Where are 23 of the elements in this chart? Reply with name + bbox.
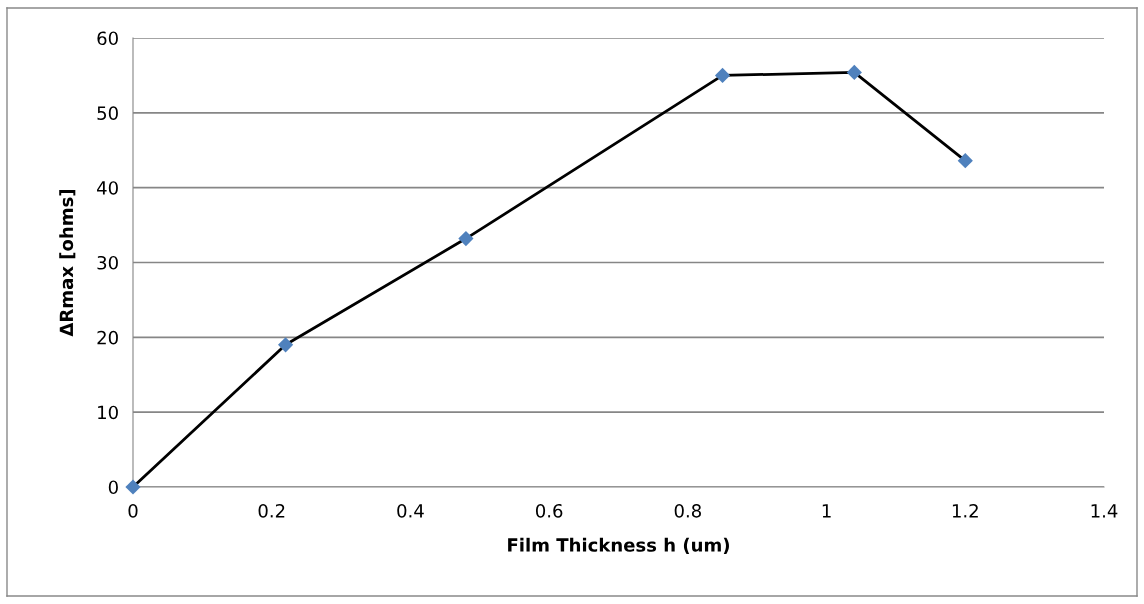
x-tick-label: 0.8 (674, 503, 701, 518)
y-tick-label: 20 (97, 330, 118, 345)
x-tick-label: 1.2 (952, 503, 978, 518)
y-tick-label: 50 (97, 106, 118, 120)
y-tick-label: 30 (97, 255, 118, 270)
x-tick-label: 0.6 (535, 503, 563, 518)
point (277, 337, 294, 353)
y-tick-label: 10 (98, 405, 118, 420)
y-tick-label: 60 (97, 31, 118, 46)
y-tick-label: 0 (108, 480, 118, 495)
point (714, 67, 731, 84)
x-tick-label: 0 (128, 503, 138, 518)
x-tick-label: 1.4 (1091, 504, 1118, 518)
point (957, 153, 973, 169)
y-tick-label: 40 (97, 181, 118, 195)
x-tick-label: 0.4 (397, 503, 424, 518)
point (846, 64, 862, 81)
y-axis-title: ΔRmax [ohms] (59, 189, 76, 337)
point (125, 479, 141, 495)
x-tick-label: 1 (822, 504, 831, 518)
x-tick-label: 0.2 (258, 503, 285, 518)
x-axis-title: Film Thickness h (um) (508, 537, 729, 554)
point (458, 230, 474, 247)
